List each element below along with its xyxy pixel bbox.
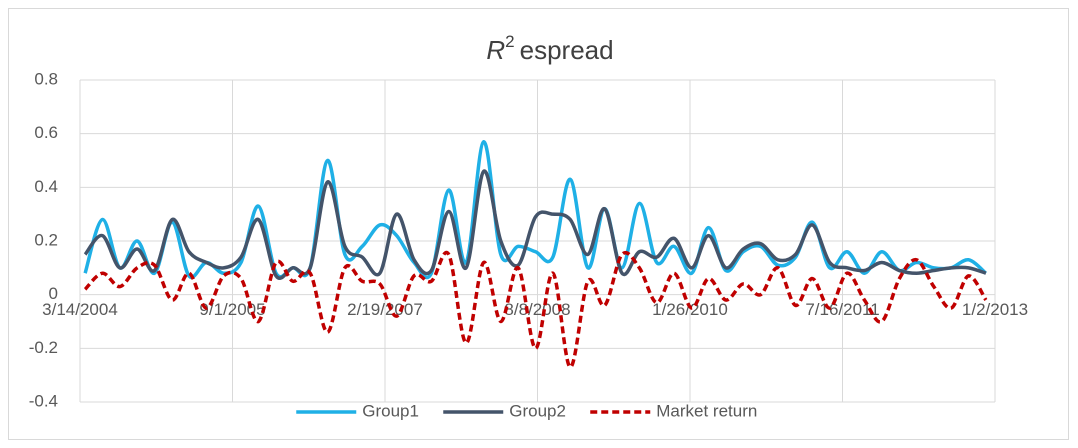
y-tick-label: 0.8 <box>34 69 58 88</box>
chart-title: R2 espread <box>486 32 613 64</box>
x-tick-label: 8/8/2008 <box>504 300 570 319</box>
y-tick-label: 0.4 <box>34 177 58 196</box>
series-line <box>83 250 988 369</box>
x-tick-label: 2/19/2007 <box>347 300 423 319</box>
x-tick-label: 1/2/2013 <box>962 300 1028 319</box>
y-tick-label: 0.6 <box>34 123 58 142</box>
y-tick-label: 0.2 <box>34 230 58 249</box>
legend-label: Market return <box>656 401 757 420</box>
x-tick-label: 1/26/2010 <box>652 300 728 319</box>
y-tick-label: -0.2 <box>29 338 58 357</box>
x-tick-label: 7/16/2011 <box>805 300 879 319</box>
title-superscript: 2 <box>505 32 514 51</box>
series-line <box>83 169 987 280</box>
legend-label: Group1 <box>362 401 419 420</box>
x-tick-label: 3/14/2004 <box>42 300 118 319</box>
y-tick-label: -0.4 <box>29 391 58 410</box>
title-symbol: R <box>486 35 505 65</box>
legend-label: Group2 <box>509 401 566 420</box>
title-text: espread <box>520 35 614 65</box>
y-tick-label: 0 <box>49 284 58 303</box>
